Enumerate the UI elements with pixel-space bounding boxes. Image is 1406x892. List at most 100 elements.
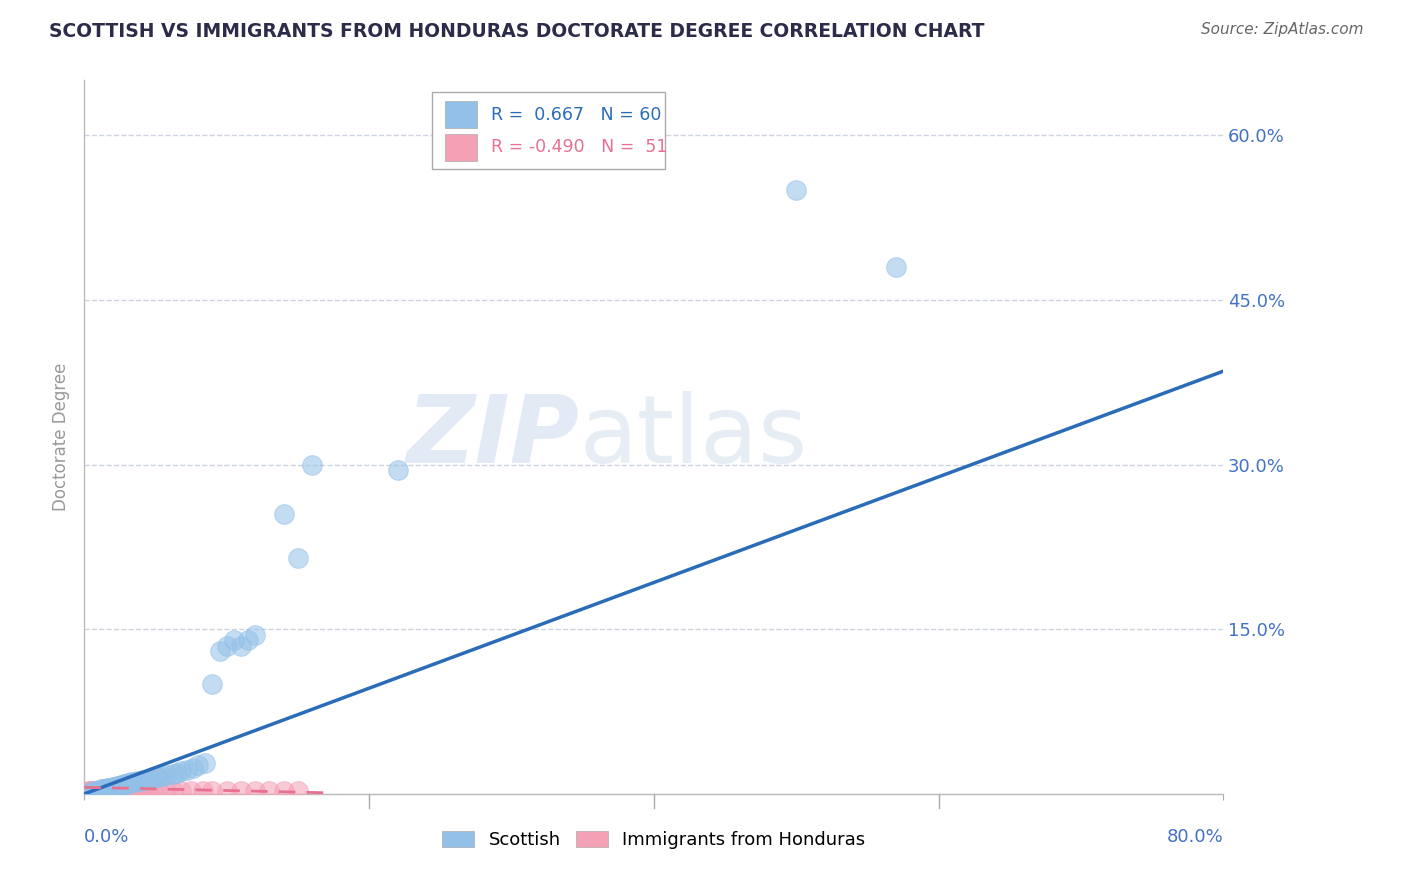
Point — [96, 781, 118, 796]
Point — [187, 758, 209, 772]
Point — [83, 785, 105, 799]
Point — [77, 783, 100, 797]
Point — [148, 783, 170, 797]
Point — [86, 783, 108, 797]
Point — [115, 783, 138, 797]
Point — [89, 783, 111, 797]
Point — [115, 777, 138, 791]
Text: R =  0.667   N = 60: R = 0.667 N = 60 — [491, 105, 661, 123]
Point — [142, 783, 165, 797]
Point — [93, 783, 115, 797]
Point — [98, 781, 121, 796]
Point — [128, 773, 150, 788]
Point — [134, 783, 156, 797]
Text: Source: ZipAtlas.com: Source: ZipAtlas.com — [1201, 22, 1364, 37]
Point — [97, 781, 120, 796]
Point — [96, 783, 118, 797]
Point — [82, 783, 104, 797]
Point — [112, 777, 135, 791]
Point — [132, 772, 155, 787]
Point — [208, 644, 231, 658]
Point — [194, 756, 217, 771]
Point — [122, 774, 145, 789]
Bar — [446, 134, 477, 161]
Point — [107, 783, 129, 797]
Point — [229, 783, 252, 797]
Point — [101, 783, 124, 797]
Point — [104, 780, 127, 795]
Point — [181, 760, 204, 774]
Point — [89, 783, 111, 797]
Text: 80.0%: 80.0% — [1167, 828, 1223, 847]
Point — [141, 772, 163, 786]
Point — [138, 772, 160, 786]
Point — [301, 458, 323, 472]
Point — [98, 783, 121, 797]
Point — [82, 785, 104, 799]
Point — [125, 773, 148, 788]
Point — [785, 183, 807, 197]
Point — [111, 783, 134, 797]
Point — [201, 783, 224, 797]
Point — [120, 783, 142, 797]
Point — [125, 783, 148, 797]
Point — [112, 783, 135, 797]
Point — [155, 783, 177, 797]
Point — [148, 771, 170, 785]
Point — [222, 633, 245, 648]
Point — [145, 771, 167, 785]
Point — [111, 778, 134, 792]
Point — [245, 783, 267, 797]
Text: atlas: atlas — [579, 391, 808, 483]
Point — [90, 783, 112, 797]
Point — [110, 783, 132, 797]
Point — [84, 783, 107, 797]
Y-axis label: Doctorate Degree: Doctorate Degree — [52, 363, 70, 511]
Point — [170, 764, 193, 778]
Point — [114, 783, 136, 797]
Point — [100, 783, 122, 797]
Point — [180, 783, 202, 797]
Point — [120, 774, 142, 789]
Point — [110, 778, 132, 792]
Text: SCOTTISH VS IMMIGRANTS FROM HONDURAS DOCTORATE DEGREE CORRELATION CHART: SCOTTISH VS IMMIGRANTS FROM HONDURAS DOC… — [49, 22, 984, 41]
Point — [138, 783, 160, 797]
Point — [114, 777, 136, 791]
Point — [287, 783, 309, 797]
Point — [105, 779, 128, 793]
Point — [162, 767, 184, 781]
Point — [107, 779, 129, 793]
Point — [87, 783, 110, 797]
Point — [176, 763, 198, 777]
Point — [97, 783, 120, 797]
FancyBboxPatch shape — [432, 93, 665, 169]
Point — [156, 768, 179, 782]
Point — [90, 782, 112, 797]
Point — [229, 639, 252, 653]
Point — [122, 783, 145, 797]
Point — [100, 781, 122, 796]
Point — [80, 785, 103, 799]
Point — [884, 260, 907, 274]
Point — [94, 783, 117, 797]
Point — [166, 766, 188, 780]
Point — [83, 783, 105, 797]
Point — [215, 639, 238, 653]
Point — [105, 783, 128, 797]
Point — [215, 783, 238, 797]
Point — [152, 769, 174, 783]
Point — [86, 783, 108, 797]
Point — [287, 550, 309, 565]
Point — [80, 783, 103, 797]
Point — [79, 783, 101, 797]
Point — [101, 780, 124, 795]
Point — [191, 783, 214, 797]
Point — [93, 782, 115, 797]
Point — [201, 677, 224, 691]
Point — [84, 783, 107, 797]
Point — [118, 776, 141, 790]
Point — [75, 785, 97, 799]
Point — [273, 507, 295, 521]
Text: 0.0%: 0.0% — [84, 828, 129, 847]
Point — [87, 783, 110, 797]
